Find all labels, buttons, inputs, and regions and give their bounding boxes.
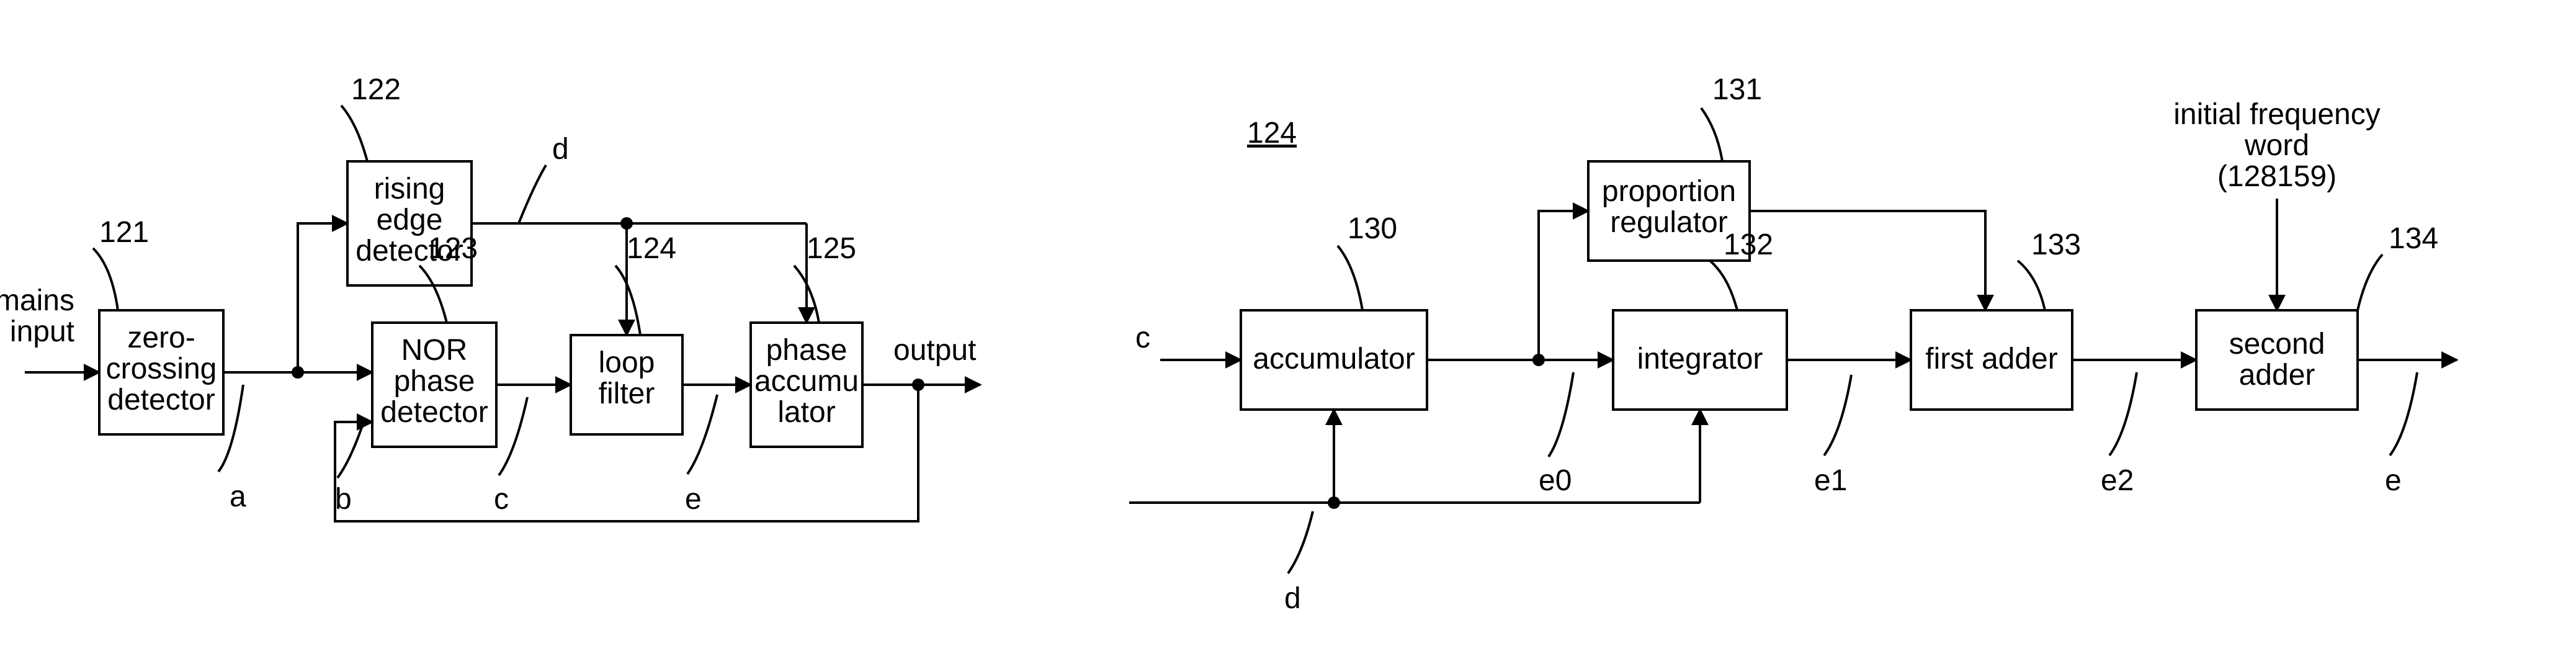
sig-b: b: [335, 483, 352, 516]
leader-e2: [2109, 372, 2137, 455]
intg-line0: integrator: [1637, 343, 1763, 375]
ifw-l1: initial frequency: [2173, 98, 2381, 131]
nor-line1: phase: [394, 365, 475, 398]
pacc-line1: accumu: [754, 365, 859, 398]
ref-121: 121: [99, 216, 149, 249]
title-124: 124: [1247, 117, 1297, 150]
pacc-line0: phase: [766, 334, 847, 367]
sig-c: c: [494, 483, 509, 516]
ref-122: 122: [351, 73, 401, 106]
leader-132: [1710, 261, 1737, 310]
leader-130: [1338, 246, 1362, 310]
loop-line1: filter: [599, 377, 655, 410]
sig-e-left: e: [685, 483, 702, 516]
sig-e1: e1: [1814, 464, 1847, 497]
block-zcd: zero- crossing detector: [99, 310, 223, 434]
sig-e0: e0: [1539, 464, 1572, 497]
block-phaseacc: phase accumu lator: [751, 323, 862, 447]
leader-d-right: [1288, 511, 1313, 573]
sig-d: d: [552, 133, 569, 166]
ref-133: 133: [2031, 228, 2081, 261]
zcd-line2: detector: [107, 384, 215, 416]
block-accumulator: accumulator: [1241, 310, 1427, 410]
leader-131: [1701, 108, 1722, 161]
nor-line2: detector: [380, 396, 488, 429]
pacc-line2: lator: [777, 396, 835, 429]
sig-a: a: [230, 480, 246, 513]
output-label: output: [893, 334, 976, 367]
prop-line1: regulator: [1610, 206, 1727, 239]
leader-d: [519, 165, 546, 223]
wire-to-prop: [1539, 211, 1588, 360]
mains-label-l2: signal input: [0, 315, 74, 348]
block-first-adder: first adder: [1911, 310, 2072, 410]
ifw-l2: word: [2244, 129, 2309, 162]
loop-line0: loop: [599, 346, 655, 379]
block-norpd: NOR phase detector: [372, 323, 496, 447]
sig-d-right: d: [1284, 582, 1301, 615]
left-diagram: mains signal input zero- crossing detect…: [0, 73, 980, 521]
ref-123: 123: [428, 232, 478, 265]
ref-131: 131: [1712, 73, 1762, 106]
right-diagram: 124 c accumulator 130 d e0 propor: [1129, 73, 2457, 615]
nor-line0: NOR: [401, 334, 468, 367]
leader-e-right: [2390, 372, 2417, 455]
prop-line0: proportion: [1602, 175, 1736, 208]
ref-134: 134: [2389, 222, 2438, 255]
block-second-adder: second adder: [2196, 310, 2358, 410]
ref-125: 125: [807, 232, 856, 265]
leader-b: [338, 422, 364, 478]
sig-c-in: c: [1135, 321, 1150, 354]
leader-e0: [1549, 372, 1573, 457]
add2-line1: adder: [2239, 359, 2315, 392]
wire-to-red: [298, 223, 347, 372]
leader-134: [2358, 254, 2382, 310]
mains-label-l1: mains: [0, 284, 74, 317]
leader-121: [93, 248, 118, 310]
zcd-line0: zero-: [127, 321, 195, 354]
ref-130: 130: [1348, 212, 1397, 245]
leader-133: [2018, 261, 2045, 310]
leader-122: [341, 105, 367, 161]
block-integrator: integrator: [1613, 310, 1787, 410]
sig-e-right: e: [2385, 464, 2402, 497]
leader-e-left: [687, 395, 717, 474]
leader-c: [499, 397, 527, 475]
wire-prop-to-add1: [1750, 211, 1985, 310]
red-line0: rising: [374, 173, 445, 205]
add2-line0: second: [2229, 328, 2325, 361]
ifw-l3: (128159): [2217, 160, 2337, 193]
leader-e1: [1824, 375, 1851, 455]
zcd-line1: crossing: [106, 352, 217, 385]
block-red: rising edge detector: [347, 161, 472, 285]
add1-line0: first adder: [1925, 343, 2057, 375]
block-loopfilter: loop filter: [571, 335, 682, 434]
ref-132: 132: [1724, 228, 1773, 261]
sig-e2: e2: [2101, 464, 2134, 497]
acc-line0: accumulator: [1253, 343, 1415, 375]
ref-124: 124: [627, 232, 676, 265]
